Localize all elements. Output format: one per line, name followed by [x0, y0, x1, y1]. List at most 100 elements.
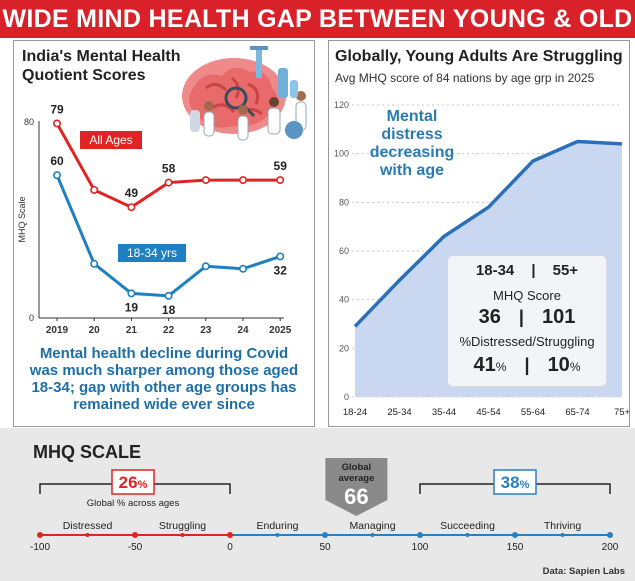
scale-tick-dot [322, 532, 328, 538]
india-line-chart: 80 0 MHQ Scale 2019 20 21 22 23 24 2025 79 49 58 59 60… [17, 102, 292, 336]
y-tick-label: 100 [334, 149, 349, 159]
x-tick-label: 75+ [614, 407, 630, 418]
legend-tag-all-ages [80, 131, 142, 149]
data-point [90, 185, 99, 194]
data-point [164, 178, 173, 187]
data-point [52, 119, 61, 128]
data-label: 79 [50, 102, 64, 116]
series-line-2 [55, 174, 281, 298]
global-chart-title: Globally, Young Adults Are Struggling [335, 48, 623, 65]
data-point [52, 171, 61, 180]
note-line-4: remained wide ever since [73, 396, 255, 413]
scale-tick-label: 0 [227, 542, 233, 553]
box-pct-row: 41% | 10% [473, 354, 581, 376]
area-line [353, 139, 623, 328]
x-tick-label: 2025 [269, 325, 292, 336]
scale-category-label: Thriving [544, 520, 582, 532]
note-line-3: 18-34; gap with other age groups has [31, 379, 297, 396]
test-tube-icon [278, 68, 288, 98]
brain-illustration [182, 46, 307, 141]
y-axis-label: MHQ Scale [17, 196, 27, 242]
x-tick-label: 18-24 [343, 407, 367, 418]
box-pct1: 41 [473, 354, 496, 376]
x-tick-label: 65-74 [565, 407, 589, 418]
data-point [90, 259, 99, 268]
x-tick-label: 22 [163, 325, 175, 336]
scale-tick-label: 150 [507, 542, 524, 553]
data-point [239, 176, 248, 185]
note-line-1: Mental health decline during Covid [39, 345, 289, 362]
annotation-line-1: Mental [386, 108, 438, 125]
data-point [201, 262, 210, 271]
comparison-box: 18-34 | 55+ MHQ Score 36 | 101 %Distress… [447, 255, 607, 387]
x-tick-label: 21 [126, 325, 138, 336]
scale-tick-label: -100 [30, 542, 50, 553]
scale-tick-label: 50 [319, 542, 331, 553]
box-col1-label: 18-34 [475, 262, 515, 279]
india-note: Mental health decline during Covid was m… [20, 345, 308, 413]
right-pct-box [493, 469, 537, 495]
box-score1: 36 [478, 306, 501, 328]
box-col2-label: 55+ [552, 262, 579, 279]
scale-tick-label: -50 [128, 542, 143, 553]
annotation-line-4: with age [379, 162, 444, 179]
distress-annotation: Mental distress decreasing with age [358, 108, 466, 180]
note-line-2: was much sharper among those aged [29, 362, 299, 379]
y-tick-label: 60 [339, 246, 349, 256]
scale-tick-dot [512, 532, 518, 538]
y-tick-label: 0 [29, 313, 34, 323]
scale-category-label: Succeeding [440, 520, 495, 532]
global-label-line2: average [338, 473, 374, 484]
mhq-scale-section [0, 428, 635, 581]
scale-mid-dot [370, 533, 375, 537]
scale-title: MHQ SCALE [33, 442, 141, 462]
source-note: Data: Sapien Labs [543, 566, 625, 577]
x-tick-label: 2019 [46, 325, 69, 336]
mhq-scale-chart: MHQ SCALE -100 -50 0 50 100 150 200 Distressed St… [30, 442, 625, 577]
box-pct-label: %Distressed/Struggling [459, 334, 595, 349]
scale-mid-dot [465, 533, 470, 537]
x-tick-label: 25-34 [387, 407, 411, 418]
box-score-row: 36 | 101 [478, 306, 576, 328]
scale-category-label: Struggling [159, 520, 206, 532]
headline-banner: WIDE MIND HEALTH GAP BETWEEN YOUNG & OLD [0, 0, 635, 38]
scale-tick-dot [607, 532, 613, 538]
scale-tick-dot [227, 532, 233, 538]
x-tick-label: 35-44 [432, 407, 456, 418]
scale-mid-dot [560, 533, 565, 537]
scale-mid-dot [275, 533, 280, 537]
data-point [201, 176, 210, 185]
data-point [276, 252, 285, 261]
scale-tick-dot [37, 532, 43, 538]
y-tick-label: 40 [339, 295, 349, 305]
scale-tick-label: 100 [412, 542, 429, 553]
data-point [239, 264, 248, 273]
box-score2: 101 [542, 306, 576, 328]
global-chart-subtitle: Avg MHQ score of 84 nations by age grp i… [335, 71, 595, 85]
right-pct-unit: % [520, 479, 530, 491]
global-label-line1: Global [342, 462, 372, 473]
scale-tick-label: 200 [602, 542, 619, 553]
data-label: 49 [125, 186, 139, 200]
data-label: 18 [162, 303, 176, 317]
box-pct2-unit: % [569, 360, 581, 374]
left-pct-box [111, 469, 155, 495]
y-tick-label: 80 [339, 197, 349, 207]
box-score-label: MHQ Score [493, 288, 561, 303]
data-point [164, 291, 173, 300]
legend-tag-18-34 [118, 244, 186, 262]
y-tick-label: 80 [24, 117, 34, 127]
global-average-marker [325, 458, 388, 516]
legend-label-all-ages: All Ages [89, 133, 132, 147]
scale-mid-dot [85, 533, 90, 537]
y-tick-label: 0 [344, 392, 349, 402]
scale-category-label: Distressed [63, 520, 113, 532]
data-point [127, 203, 136, 212]
india-title-line2: Quotient Scores [22, 67, 146, 84]
scale-category-label: Enduring [256, 520, 298, 532]
x-tick-label: 55-64 [521, 407, 545, 418]
data-label: 60 [50, 154, 64, 168]
left-pct-unit: % [138, 479, 148, 491]
x-tick-label: 20 [89, 325, 101, 336]
x-tick-label: 45-54 [476, 407, 500, 418]
